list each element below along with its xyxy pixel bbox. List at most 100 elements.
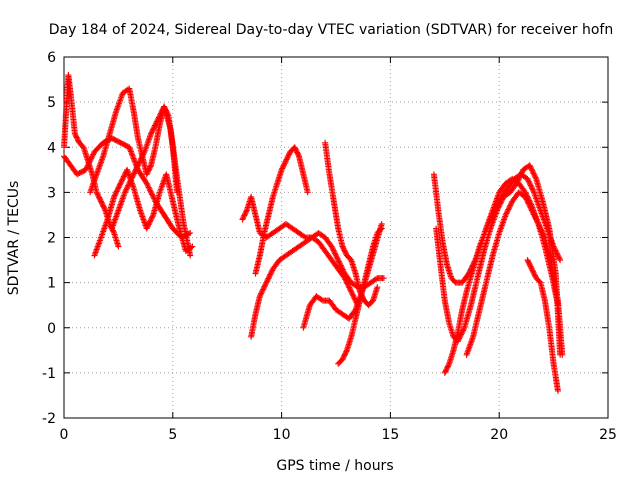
data-point [532, 174, 539, 181]
data-point [138, 154, 145, 161]
data-point [278, 166, 285, 173]
data-point [340, 353, 347, 360]
data-point [526, 260, 533, 267]
data-point [241, 212, 248, 219]
data-point [541, 233, 548, 240]
data-point [267, 271, 274, 278]
data-point [351, 295, 358, 302]
data-point [158, 109, 165, 116]
data-point [242, 210, 249, 217]
y-tick-label: 4 [47, 140, 56, 156]
data-point [122, 188, 129, 195]
data-point [534, 219, 541, 226]
data-point [535, 220, 542, 227]
data-point [157, 111, 164, 118]
data-point [525, 258, 532, 265]
y-tick-label: 5 [47, 95, 56, 111]
data-point [527, 263, 534, 270]
data-point [99, 200, 106, 207]
data-point [352, 296, 359, 303]
x-tick-label: 20 [490, 427, 508, 443]
data-point [144, 222, 151, 229]
data-point [517, 172, 524, 179]
data-point [147, 217, 154, 224]
data-point [134, 162, 141, 169]
data-point [256, 293, 263, 300]
data-point [516, 173, 523, 180]
data-point [90, 151, 97, 158]
data-point [528, 264, 535, 271]
data-point [502, 211, 509, 218]
data-point [337, 262, 344, 269]
data-point [377, 226, 384, 233]
data-point [284, 155, 291, 162]
data-point [139, 152, 146, 159]
series-trace-08 [248, 234, 361, 340]
data-point [147, 188, 154, 195]
data-point [518, 169, 525, 176]
data-point [497, 199, 504, 206]
data-point [505, 206, 512, 213]
data-point [74, 137, 81, 144]
data-point [149, 192, 156, 199]
data-point [528, 166, 535, 173]
data-point [145, 183, 152, 190]
data-point [265, 274, 272, 281]
data-point [130, 171, 137, 178]
data-point [335, 257, 342, 264]
data-point [132, 167, 139, 174]
data-point [114, 187, 121, 194]
data-point [529, 186, 536, 193]
data-point [99, 202, 106, 209]
data-point [328, 243, 335, 250]
data-point [98, 199, 105, 206]
data-point [524, 257, 531, 264]
data-point [111, 193, 118, 200]
data-point [339, 356, 346, 363]
data-point [291, 144, 298, 151]
data-point [335, 258, 342, 265]
data-point [97, 197, 104, 204]
data-point [532, 214, 539, 221]
data-point [345, 283, 352, 290]
data-point [507, 202, 514, 209]
data-point [294, 149, 301, 156]
data-point [95, 193, 102, 200]
data-point [149, 213, 156, 220]
data-point [531, 173, 538, 180]
data-point [117, 180, 124, 187]
data-point [346, 285, 353, 292]
data-point [499, 196, 506, 203]
data-point [330, 247, 337, 254]
data-point [304, 189, 311, 196]
data-point [292, 145, 299, 152]
data-point [460, 326, 467, 333]
data-point [529, 167, 536, 174]
data-point [524, 197, 531, 204]
data-point [147, 187, 154, 194]
data-point [331, 248, 338, 255]
data-point [536, 223, 543, 230]
data-point [340, 244, 347, 251]
data-point [282, 157, 289, 164]
data-point [241, 211, 248, 218]
data-point [540, 231, 547, 238]
data-point [333, 253, 340, 260]
data-point [121, 189, 128, 196]
data-point [279, 165, 286, 172]
data-point [444, 363, 451, 370]
data-point [282, 159, 289, 166]
data-point [148, 129, 155, 136]
x-tick-label: 5 [168, 427, 177, 443]
data-point [527, 163, 534, 170]
data-point [378, 225, 385, 232]
data-point [350, 292, 357, 299]
data-point [148, 215, 155, 222]
x-axis-label: GPS time / hours [276, 458, 393, 474]
data-point [497, 200, 504, 207]
data-point [343, 279, 350, 286]
data-point [443, 366, 450, 373]
data-point [73, 134, 80, 141]
data-point [283, 156, 290, 163]
data-point [333, 254, 340, 261]
